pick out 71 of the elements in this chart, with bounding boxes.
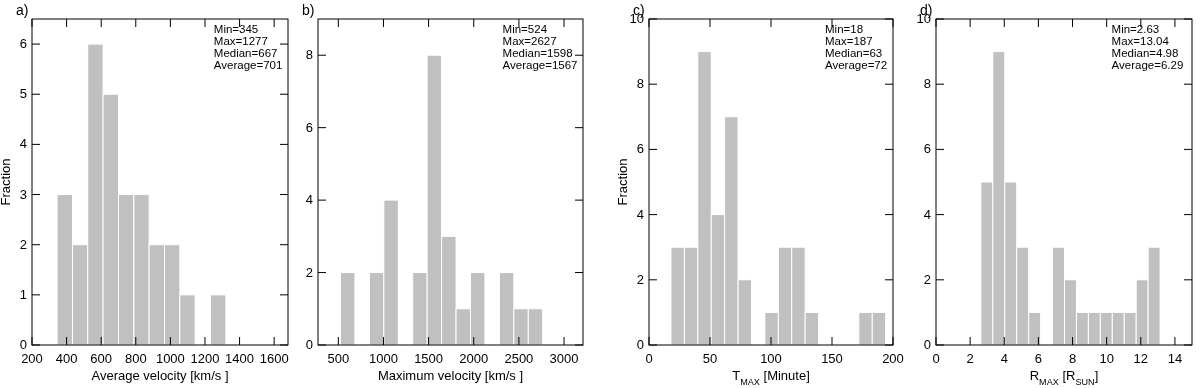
annotation: Max=1277 <box>213 35 268 47</box>
y-tick-label: 4 <box>636 206 644 222</box>
x-tick-label: 200 <box>882 351 904 366</box>
x-tick-label: 1000 <box>369 351 398 366</box>
x-tick-label: 200 <box>21 351 43 366</box>
y-tick-label: 4 <box>923 206 931 222</box>
x-tick-label: 12 <box>1133 351 1149 366</box>
x-tick-label: 14 <box>1167 351 1183 366</box>
annotation: Average=6.29 <box>1111 59 1184 71</box>
x-tick-label: 1000 <box>155 351 185 366</box>
y-tick-label: 0 <box>636 337 644 352</box>
x-tick-label: 150 <box>821 351 843 366</box>
x-tick-label: 1400 <box>225 351 255 366</box>
y-tick-label: 6 <box>636 141 644 157</box>
x-tick-label: 500 <box>327 351 350 366</box>
y-tick-label: 6 <box>305 119 313 135</box>
y-tick-label: 2 <box>19 236 27 252</box>
x-tick-label: 1600 <box>259 351 289 366</box>
x-tick-label: 2 <box>966 351 974 366</box>
x-tick-label: 100 <box>760 351 782 366</box>
annotation: Median=1598 <box>502 47 573 59</box>
x-tick-label: 800 <box>124 351 147 366</box>
y-axis-title: Fraction <box>615 158 630 206</box>
y-tick-label: 6 <box>19 36 27 52</box>
x-axis-title: Maximum velocity [km/s ] <box>377 368 524 383</box>
x-tick-label: 8 <box>1068 351 1077 366</box>
x-tick-label: 1200 <box>190 351 220 366</box>
x-tick-label: 600 <box>90 351 113 366</box>
x-tick-label: 2500 <box>504 351 534 366</box>
annotation: Min=524 <box>502 23 548 35</box>
annotation: Median=63 <box>825 47 883 59</box>
annotation: Min=345 <box>213 23 259 35</box>
x-axis-title: R$_{MAX}$ [R$_{SUN}$] <box>1029 368 1099 387</box>
annotation: Median=667 <box>213 47 278 59</box>
y-tick-label: 2 <box>305 264 313 280</box>
x-axis-title: Average velocity [km/s ] <box>91 368 229 383</box>
y-tick-label: 5 <box>19 86 27 102</box>
x-tick-label: 10 <box>1099 351 1114 366</box>
y-axis-title: Fraction <box>0 158 13 206</box>
x-tick-label: 6 <box>1034 351 1043 366</box>
y-tick-label: 0 <box>305 337 313 352</box>
annotation: Median=4.98 <box>1111 47 1179 59</box>
annotation: Max=187 <box>825 35 873 47</box>
y-tick-label: 8 <box>636 76 644 92</box>
annotation: Min=2.63 <box>1111 23 1160 35</box>
y-tick-label: 0 <box>923 337 931 352</box>
annotation: Average=1567 <box>502 59 578 71</box>
x-tick-label: 1500 <box>414 351 444 366</box>
y-tick-label: 8 <box>305 47 313 63</box>
x-tick-label: 2000 <box>459 351 489 366</box>
y-tick-label: 1 <box>19 286 27 302</box>
chart-title: b) <box>302 2 315 18</box>
y-tick-label: 8 <box>923 76 931 92</box>
annotation: Max=13.04 <box>1111 35 1170 47</box>
x-tick-label: 3000 <box>549 351 579 366</box>
y-tick-label: 4 <box>19 136 27 152</box>
y-tick-label: 4 <box>305 192 313 208</box>
y-tick-label: 6 <box>923 141 931 157</box>
y-tick-label: 2 <box>636 271 644 287</box>
annotation: Max=2627 <box>502 35 557 47</box>
x-tick-label: 4 <box>1000 351 1008 366</box>
chart-title: a) <box>16 2 29 18</box>
x-tick-label: 50 <box>702 351 718 366</box>
x-tick-label: 400 <box>55 351 78 366</box>
annotation: Min=18 <box>825 23 864 35</box>
annotation: Average=701 <box>213 59 283 71</box>
x-axis-title: T$_{MAX}$ [Minute] <box>732 368 810 387</box>
annotation: Average=72 <box>825 59 888 71</box>
y-tick-label: 3 <box>19 186 27 202</box>
y-tick-label: 0 <box>19 337 27 352</box>
y-tick-label: 2 <box>923 271 931 287</box>
